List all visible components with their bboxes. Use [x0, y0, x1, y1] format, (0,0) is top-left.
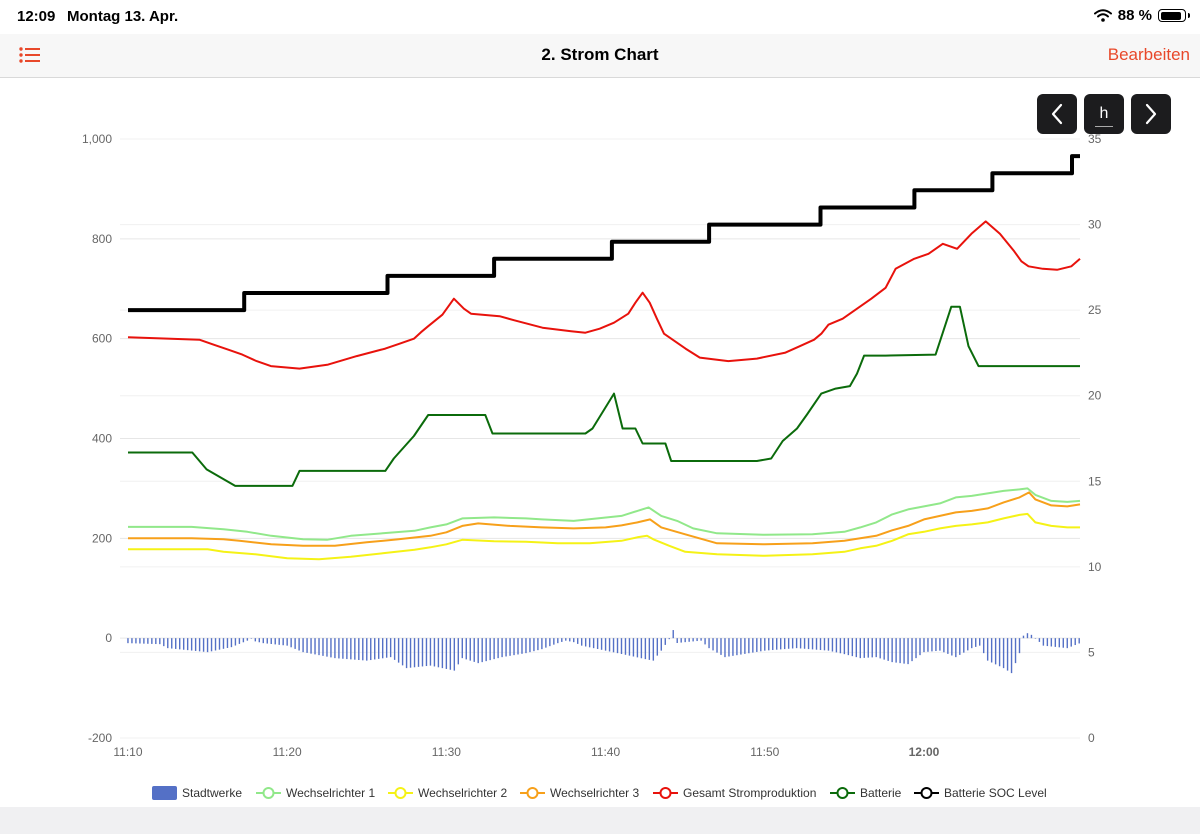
period-button[interactable]: h [1084, 94, 1124, 134]
legend-line-marker [520, 787, 545, 799]
legend-label: Gesamt Stromproduktion [683, 786, 817, 800]
legend-batterie-soc-level[interactable]: Batterie SOC Level [914, 786, 1047, 800]
legend-label: Wechselrichter 1 [286, 786, 376, 800]
next-button[interactable] [1131, 94, 1171, 134]
legend-line-marker [256, 787, 281, 799]
legend-gesamt-stromproduktion[interactable]: Gesamt Stromproduktion [653, 786, 816, 800]
chart-area [0, 78, 1200, 806]
prev-button[interactable] [1037, 94, 1077, 134]
status-date: Montag 13. Apr. [67, 8, 179, 25]
legend-bar-swatch [152, 786, 177, 800]
legend-stadtwerke[interactable]: Stadtwerke [152, 786, 242, 800]
legend-line-marker [914, 787, 939, 799]
legend-line-marker [653, 787, 678, 799]
nav-bar: 2. Strom Chart Bearbeiten [0, 34, 1200, 78]
bottom-bar [0, 807, 1200, 834]
wifi-icon [1093, 9, 1112, 22]
chevron-left-icon [1051, 103, 1063, 125]
legend-label: Batterie [860, 786, 902, 800]
legend-label: Wechselrichter 2 [418, 786, 508, 800]
legend-label: Wechselrichter 3 [550, 786, 640, 800]
chart-legend: Stadtwerke Wechselrichter 1 Wechselricht… [0, 786, 1200, 806]
legend-label: Stadtwerke [182, 786, 243, 800]
legend-line-marker [830, 787, 855, 799]
list-menu-icon[interactable] [19, 46, 41, 64]
legend-wechselrichter-2[interactable]: Wechselrichter 2 [388, 786, 507, 800]
edit-button[interactable]: Bearbeiten [1107, 45, 1190, 64]
legend-line-marker [388, 787, 413, 799]
legend-batterie[interactable]: Batterie [830, 786, 901, 800]
status-time: 12:09 [17, 8, 56, 25]
legend-wechselrichter-3[interactable]: Wechselrichter 3 [520, 786, 639, 800]
battery-icon [1158, 9, 1190, 22]
legend-label: Batterie SOC Level [944, 786, 1047, 800]
period-label: h [1099, 105, 1109, 122]
battery-percent: 88 % [1117, 7, 1152, 24]
legend-wechselrichter-1[interactable]: Wechselrichter 1 [256, 786, 375, 800]
chevron-right-icon [1145, 103, 1157, 125]
page-title: 2. Strom Chart [541, 45, 659, 64]
status-right: 88 % [1093, 7, 1190, 24]
status-bar: 12:09 Montag 13. Apr. 88 % [0, 0, 1200, 34]
